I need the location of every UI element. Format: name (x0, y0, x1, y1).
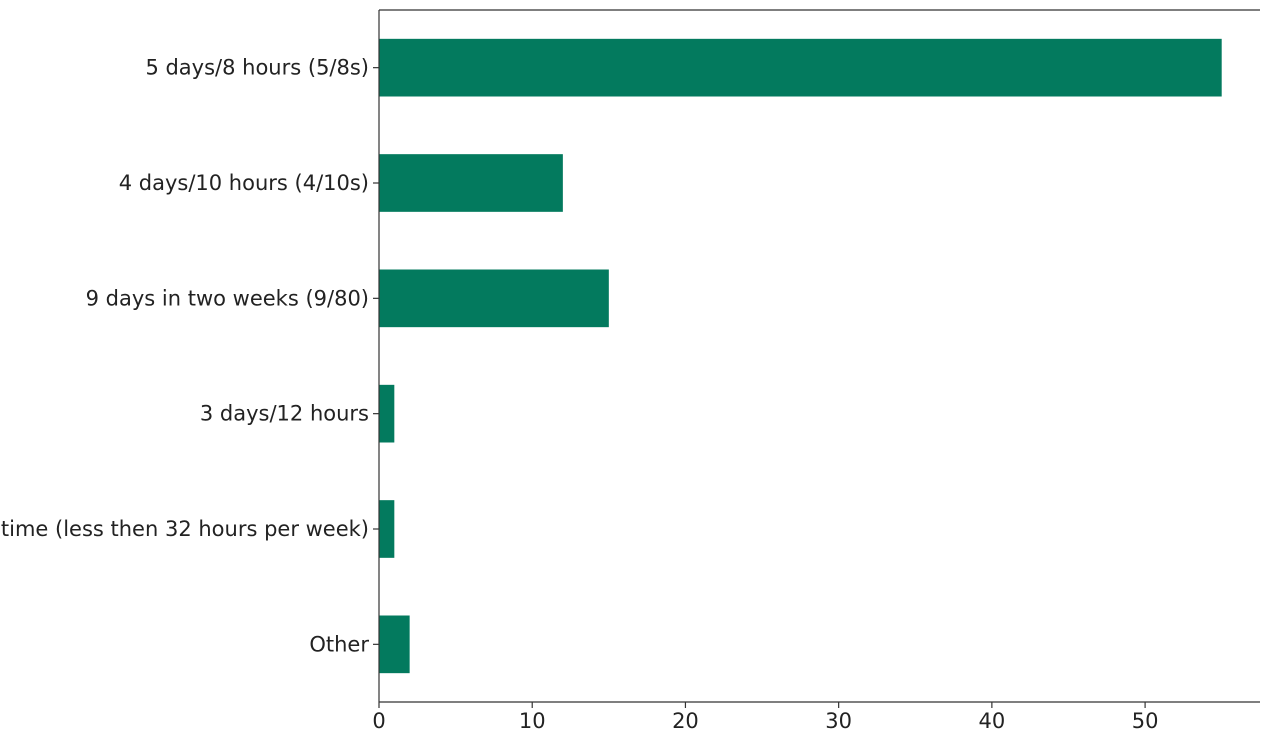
x-tick-label-4: 40 (979, 709, 1006, 733)
bar-2 (379, 269, 609, 328)
bar-1 (379, 154, 563, 212)
y-tick-label-0: 5 days/8 hours (5/8s) (145, 56, 369, 80)
y-tick-label-5: Other (309, 632, 369, 656)
bar-4 (379, 500, 395, 558)
y-tick-label-1: 4 days/10 hours (4/10s) (119, 171, 369, 195)
bar-3 (379, 384, 395, 443)
y-tick-label-2: 9 days in two weeks (9/80) (86, 286, 369, 310)
axes-layer (378, 9, 1260, 703)
x-tick-label-3: 30 (825, 709, 852, 733)
bar-0 (379, 38, 1222, 97)
bars-layer (379, 38, 1222, 674)
y-ticks: 5 days/8 hours (5/8s) 4 days/10 hours (4/… (0, 56, 379, 656)
x-ticks: 0 10 20 30 40 50 (372, 702, 1158, 733)
bar-5 (379, 615, 410, 674)
x-tick-label-1: 10 (519, 709, 546, 733)
y-tick-label-3: 3 days/12 hours (200, 402, 369, 426)
x-tick-label-2: 20 (672, 709, 699, 733)
y-tick-label-4: Part time (less then 32 hours per week) (0, 517, 369, 541)
x-tick-label-0: 0 (372, 709, 385, 733)
x-tick-label-5: 50 (1132, 709, 1159, 733)
